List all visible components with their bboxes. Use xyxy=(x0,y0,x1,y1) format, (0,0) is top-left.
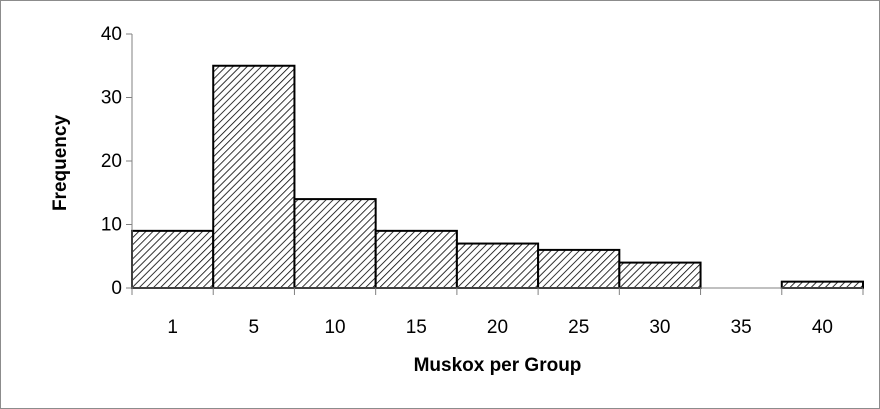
y-axis-ticks: 0 10 20 30 40 xyxy=(101,24,132,299)
y-tick-label-10: 10 xyxy=(101,215,122,236)
x-tick-label-1: 1 xyxy=(167,317,178,338)
bar-15 xyxy=(374,229,458,290)
bar-5 xyxy=(212,64,296,289)
y-tick-label-20: 20 xyxy=(101,151,122,172)
bar-30 xyxy=(618,261,702,290)
x-tick-label-25: 25 xyxy=(568,317,589,338)
x-tick-label-10: 10 xyxy=(324,317,345,338)
x-tick-label-20: 20 xyxy=(487,317,508,338)
x-tick-label-40: 40 xyxy=(812,317,833,338)
y-axis-title: Frequency xyxy=(50,115,71,212)
x-axis-title: Muskox per Group xyxy=(414,355,582,376)
bar-20 xyxy=(455,242,540,290)
bar-10 xyxy=(293,198,377,290)
bar-1 xyxy=(131,229,215,290)
x-tick-label-35: 35 xyxy=(731,317,752,338)
y-tick-label-40: 40 xyxy=(101,24,122,45)
bar-25 xyxy=(537,248,621,289)
x-tick-label-30: 30 xyxy=(649,317,670,338)
bars-layer xyxy=(131,64,864,290)
y-tick-label-0: 0 xyxy=(111,278,122,299)
y-tick-label-30: 30 xyxy=(101,88,122,109)
bar-40 xyxy=(780,280,864,289)
x-tick-label-5: 5 xyxy=(249,317,260,338)
x-axis-ticks: 1 5 10 15 20 25 30 35 40 xyxy=(131,288,864,338)
x-tick-label-15: 15 xyxy=(406,317,427,338)
